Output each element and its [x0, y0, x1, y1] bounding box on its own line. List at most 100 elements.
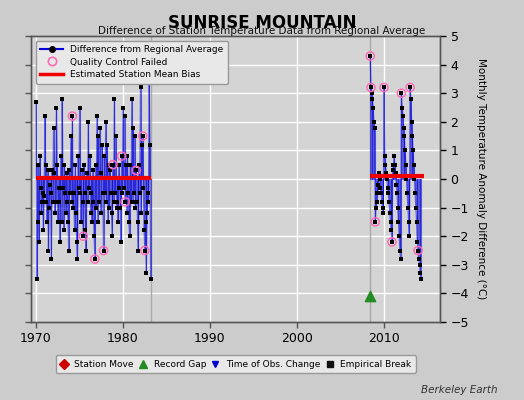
- Point: [394, 219, 402, 225]
- Point: [377, 190, 385, 196]
- Point: [87, 190, 95, 196]
- Point: [114, 219, 122, 225]
- Point: [78, 167, 86, 174]
- Point: [121, 113, 129, 119]
- Point: [89, 199, 97, 205]
- Point: [78, 199, 86, 205]
- Point: [72, 210, 80, 216]
- Point: [36, 184, 45, 191]
- Point: [107, 210, 116, 216]
- Point: [399, 113, 407, 119]
- Point: [43, 167, 52, 174]
- Point: [378, 199, 386, 205]
- Point: [39, 227, 48, 234]
- Point: [62, 210, 70, 216]
- Point: [94, 133, 103, 139]
- Point: [388, 239, 396, 245]
- Text: Difference of Station Temperature Data from Regional Average: Difference of Station Temperature Data f…: [99, 26, 425, 36]
- Point: [67, 133, 75, 139]
- Point: [403, 204, 412, 211]
- Point: [117, 153, 126, 159]
- Point: [85, 184, 93, 191]
- Point: [380, 84, 388, 91]
- Point: [110, 199, 118, 205]
- Point: [144, 190, 152, 196]
- Point: [123, 210, 131, 216]
- Point: [68, 113, 77, 119]
- Point: [69, 204, 78, 211]
- Point: [79, 233, 88, 239]
- Point: [57, 219, 66, 225]
- Point: [35, 239, 43, 245]
- Point: [412, 204, 420, 211]
- Point: [103, 142, 112, 148]
- Point: [402, 176, 411, 182]
- Point: [416, 262, 424, 268]
- Point: [91, 256, 99, 262]
- Point: [108, 233, 116, 239]
- Point: [101, 190, 109, 196]
- Point: [383, 176, 391, 182]
- Point: [113, 199, 122, 205]
- Point: [367, 90, 376, 96]
- Point: [42, 199, 50, 205]
- Point: [43, 219, 51, 225]
- Point: [142, 270, 150, 276]
- Point: [140, 247, 149, 254]
- Point: [376, 184, 385, 191]
- Point: [61, 190, 69, 196]
- Point: [371, 219, 379, 225]
- Point: [130, 190, 138, 196]
- Point: [81, 190, 89, 196]
- Point: [376, 176, 384, 182]
- Point: [76, 190, 84, 196]
- Point: [53, 219, 62, 225]
- Point: [138, 133, 147, 139]
- Point: [51, 210, 59, 216]
- Point: [406, 84, 414, 91]
- Point: [143, 210, 151, 216]
- Point: [405, 233, 413, 239]
- Point: [73, 256, 82, 262]
- Point: [64, 219, 72, 225]
- Point: [132, 167, 140, 174]
- Point: [100, 153, 108, 159]
- Point: [384, 190, 392, 196]
- Point: [397, 90, 406, 96]
- Point: [389, 162, 398, 168]
- Point: [88, 219, 96, 225]
- Point: [84, 118, 93, 125]
- Point: [397, 256, 405, 262]
- Point: [80, 162, 88, 168]
- Point: [408, 133, 417, 139]
- Point: [34, 162, 42, 168]
- Point: [144, 199, 152, 205]
- Point: [392, 182, 400, 188]
- Point: [146, 276, 155, 282]
- Point: [72, 239, 81, 245]
- Point: [79, 233, 88, 239]
- Point: [83, 199, 92, 205]
- Point: [46, 182, 54, 188]
- Point: [90, 233, 99, 239]
- Point: [129, 124, 137, 131]
- Point: [54, 184, 63, 191]
- Text: Berkeley Earth: Berkeley Earth: [421, 385, 498, 395]
- Text: SUNRISE MOUNTAIN: SUNRISE MOUNTAIN: [168, 14, 356, 32]
- Point: [71, 162, 80, 168]
- Point: [384, 184, 392, 191]
- Point: [83, 170, 91, 176]
- Point: [44, 247, 52, 254]
- Point: [99, 190, 107, 196]
- Point: [405, 219, 413, 225]
- Point: [145, 76, 154, 82]
- Point: [135, 162, 143, 168]
- Point: [372, 204, 380, 211]
- Point: [374, 182, 383, 188]
- Point: [58, 96, 67, 102]
- Point: [375, 170, 383, 176]
- Point: [390, 153, 398, 159]
- Point: [385, 199, 393, 205]
- Point: [369, 118, 378, 125]
- Point: [132, 167, 140, 174]
